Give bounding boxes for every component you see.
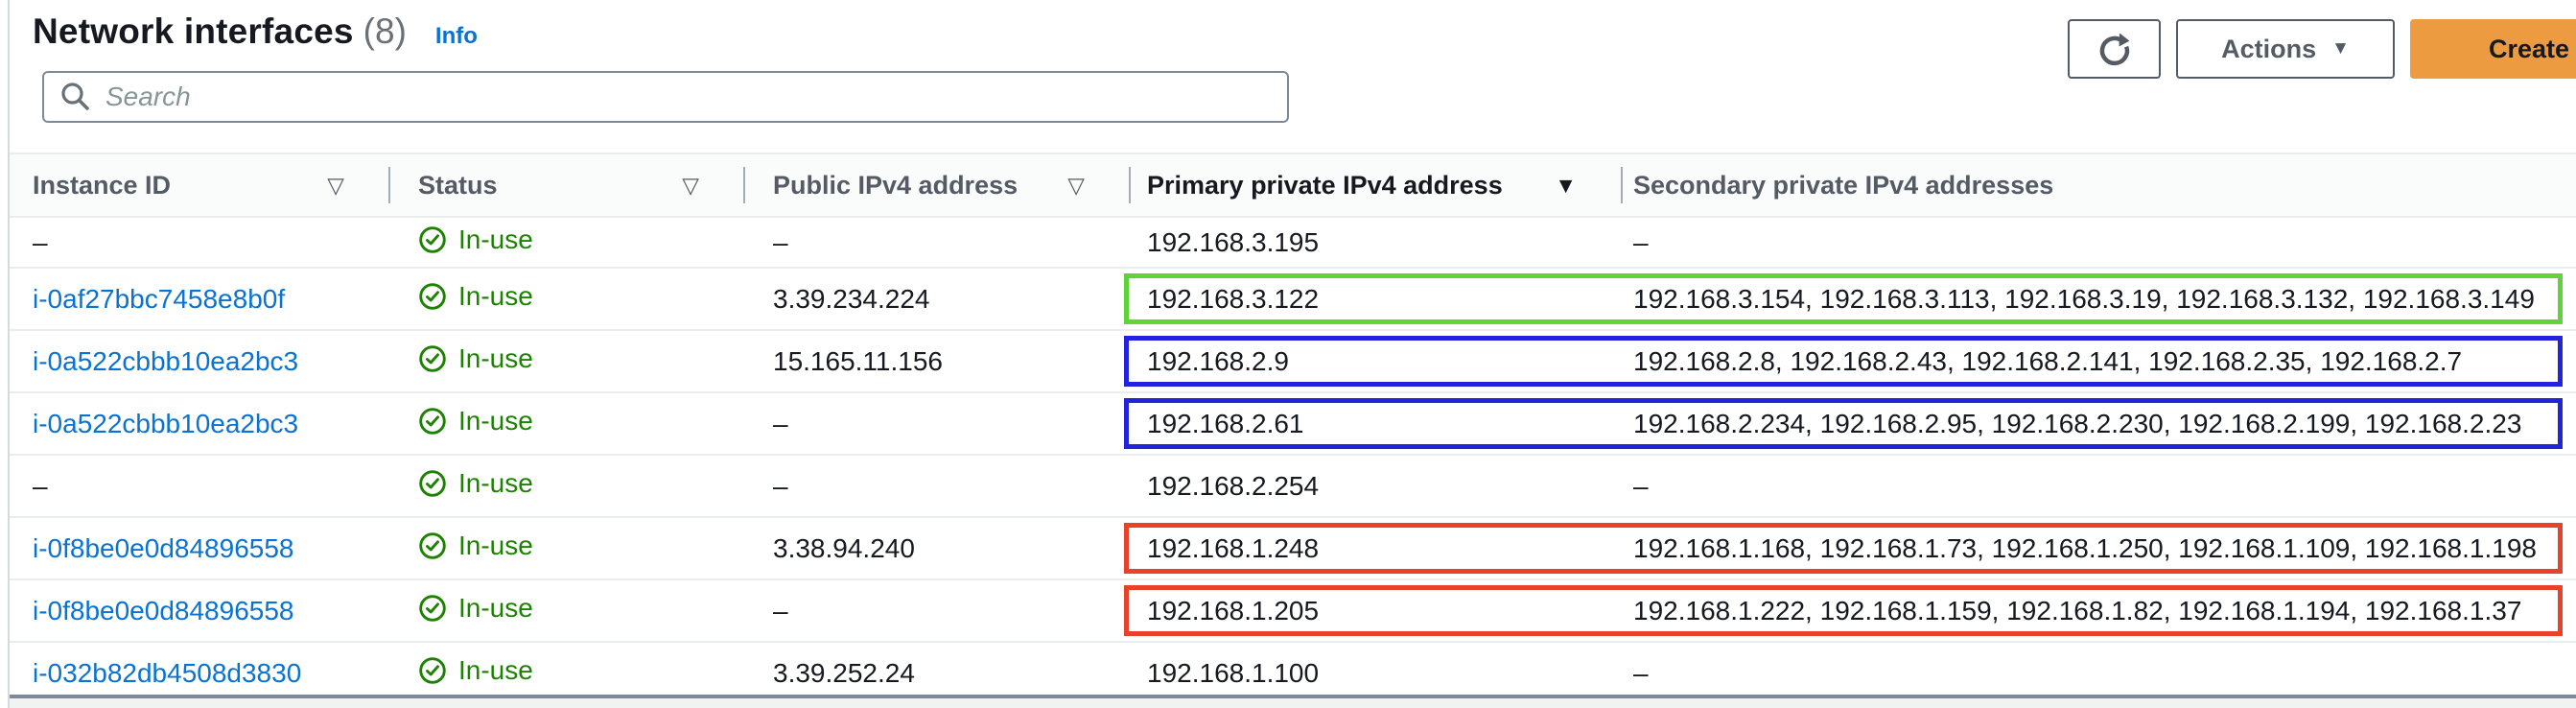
- secondary-ips-cell: 192.168.2.234, 192.168.2.95, 192.168.2.2…: [1633, 408, 2522, 438]
- toolbar: Actions ▼ Create net: [2068, 19, 2576, 79]
- check-circle-icon: [418, 469, 447, 498]
- instance-id-cell: –: [33, 470, 48, 501]
- primary-ip-cell: 192.168.1.248: [1147, 532, 1320, 563]
- primary-ip-cell: 192.168.2.9: [1147, 345, 1289, 376]
- secondary-ips-cell: 192.168.3.154, 192.168.3.113, 192.168.3.…: [1633, 283, 2535, 314]
- table-row: i-0a522cbbb10ea2bc3 In-use – 192.168.2.6…: [10, 393, 2576, 456]
- table-row: i-0af27bbc7458e8b0f In-use 3.39.234.224 …: [10, 269, 2576, 331]
- status-cell: In-use: [418, 343, 533, 374]
- public-ip-cell: –: [773, 408, 788, 438]
- table-row: i-0a522cbbb10ea2bc3 In-use 15.165.11.156…: [10, 331, 2576, 393]
- actions-button-label: Actions: [2221, 34, 2317, 63]
- panel-left-border: [8, 0, 10, 708]
- instance-id-link[interactable]: i-0f8be0e0d84896558: [33, 595, 294, 625]
- status-cell: In-use: [418, 593, 533, 624]
- primary-ip-cell: 192.168.2.61: [1147, 408, 1304, 438]
- status-cell: In-use: [418, 655, 533, 686]
- check-circle-icon: [418, 407, 447, 436]
- public-ip-cell: –: [773, 470, 788, 501]
- table-row: i-0f8be0e0d84896558 In-use – 192.168.1.2…: [10, 580, 2576, 643]
- page-title: Network interfaces: [33, 12, 354, 51]
- sort-icon: ▽: [327, 172, 344, 198]
- secondary-ips-cell: –: [1633, 657, 1649, 688]
- status-cell: In-use: [418, 531, 533, 561]
- check-circle-icon: [418, 225, 447, 254]
- search-icon: [59, 81, 92, 113]
- page-header: Network interfaces (8) Info: [33, 12, 2576, 59]
- actions-button[interactable]: Actions ▼: [2176, 19, 2395, 79]
- secondary-ips-cell: 192.168.1.168, 192.168.1.73, 192.168.1.2…: [1633, 532, 2537, 563]
- public-ip-cell: –: [773, 226, 788, 257]
- column-header-public-ipv4[interactable]: Public IPv4 address ▽: [743, 154, 1129, 216]
- resource-count: (8): [363, 12, 407, 51]
- info-link[interactable]: Info: [434, 23, 478, 49]
- create-button[interactable]: Create net: [2410, 19, 2576, 79]
- instance-id-link[interactable]: i-032b82db4508d3830: [33, 657, 302, 688]
- column-header-status[interactable]: Status ▽: [388, 154, 743, 216]
- instance-id-link[interactable]: i-0af27bbc7458e8b0f: [33, 283, 286, 314]
- table-body: – In-use – 192.168.3.195 – i-0af27bbc745…: [10, 218, 2576, 705]
- primary-ip-cell: 192.168.2.254: [1147, 470, 1320, 501]
- primary-ip-cell: 192.168.3.195: [1147, 226, 1320, 257]
- primary-ip-cell: 192.168.1.205: [1147, 595, 1320, 625]
- check-circle-icon: [418, 344, 447, 373]
- secondary-ips-cell: –: [1633, 226, 1649, 257]
- horizontal-scrollbar-track[interactable]: [10, 695, 2576, 708]
- search-box: [42, 71, 1289, 123]
- public-ip-cell: 3.39.252.24: [773, 657, 915, 688]
- status-cell: In-use: [418, 224, 533, 255]
- create-button-label: Create net: [2489, 34, 2576, 63]
- secondary-ips-cell: 192.168.1.222, 192.168.1.159, 192.168.1.…: [1633, 595, 2522, 625]
- public-ip-cell: –: [773, 595, 788, 625]
- status-cell: In-use: [418, 406, 533, 437]
- check-circle-icon: [418, 531, 447, 560]
- sort-descending-icon: ▼: [1555, 172, 1577, 198]
- chevron-down-icon: ▼: [2331, 38, 2350, 59]
- table-row: i-0f8be0e0d84896558 In-use 3.38.94.240 1…: [10, 518, 2576, 580]
- status-cell: In-use: [418, 468, 533, 499]
- instance-id-cell: –: [33, 226, 48, 257]
- column-header-secondary-private-ipv4: Secondary private IPv4 addresses: [1621, 154, 2576, 216]
- column-header-instance-id[interactable]: Instance ID ▽: [33, 170, 344, 200]
- primary-ip-cell: 192.168.3.122: [1147, 283, 1320, 314]
- refresh-button[interactable]: [2068, 19, 2161, 79]
- table-row: – In-use – 192.168.3.195 –: [10, 218, 2576, 269]
- status-cell: In-use: [418, 281, 533, 312]
- instance-id-link[interactable]: i-0a522cbbb10ea2bc3: [33, 345, 299, 376]
- primary-ip-cell: 192.168.1.100: [1147, 657, 1320, 688]
- check-circle-icon: [418, 594, 447, 623]
- check-circle-icon: [418, 282, 447, 311]
- public-ip-cell: 3.39.234.224: [773, 283, 930, 314]
- instance-id-link[interactable]: i-0f8be0e0d84896558: [33, 532, 294, 563]
- public-ip-cell: 15.165.11.156: [773, 345, 943, 376]
- secondary-ips-cell: –: [1633, 470, 1649, 501]
- public-ip-cell: 3.38.94.240: [773, 532, 915, 563]
- refresh-icon: [2094, 28, 2136, 70]
- search-input[interactable]: [105, 82, 1272, 112]
- sort-icon: ▽: [682, 172, 699, 198]
- instance-id-link[interactable]: i-0a522cbbb10ea2bc3: [33, 408, 299, 438]
- sort-icon: ▽: [1067, 172, 1085, 198]
- secondary-ips-cell: 192.168.2.8, 192.168.2.43, 192.168.2.141…: [1633, 345, 2463, 376]
- table-header: Instance ID ▽ Status ▽ Public IPv4 addre…: [10, 153, 2576, 218]
- table-row: – In-use – 192.168.2.254 –: [10, 456, 2576, 518]
- check-circle-icon: [418, 656, 447, 685]
- column-header-primary-private-ipv4[interactable]: Primary private IPv4 address ▼: [1129, 154, 1621, 216]
